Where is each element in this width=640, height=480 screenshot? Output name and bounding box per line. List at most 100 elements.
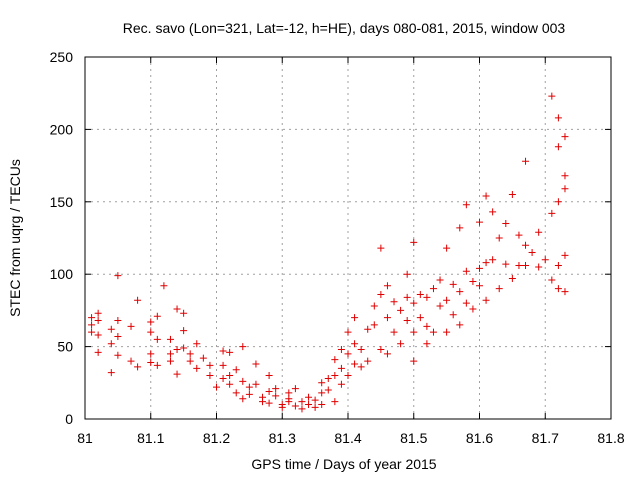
data-point — [206, 361, 214, 369]
data-point — [390, 328, 398, 336]
data-point — [390, 298, 398, 306]
data-point — [476, 282, 483, 290]
data-point — [127, 357, 135, 365]
data-point — [180, 344, 188, 352]
data-point — [423, 340, 431, 348]
y-axis-title: STEC from uqrg / TECUs — [7, 159, 23, 317]
chart-title: Rec. savo (Lon=321, Lat=-12, h=HE), days… — [123, 20, 566, 36]
data-point — [351, 340, 359, 348]
data-point — [403, 293, 411, 301]
data-point — [153, 361, 161, 369]
data-point — [344, 350, 352, 358]
data-point — [278, 403, 286, 411]
data-point — [94, 309, 102, 317]
data-point — [107, 340, 115, 348]
data-point — [285, 398, 293, 406]
data-point — [153, 312, 161, 320]
data-point — [383, 350, 391, 358]
data-point — [318, 389, 326, 397]
data-point — [318, 401, 326, 409]
data-point — [469, 277, 477, 285]
data-point — [331, 356, 339, 364]
data-point — [554, 114, 562, 122]
data-point — [397, 306, 405, 314]
data-point — [206, 372, 214, 380]
data-point — [147, 318, 155, 326]
data-point — [173, 345, 181, 353]
x-tick-labels: 81 81.1 81.2 81.3 81.4 81.5 81.6 81.7 81.8 — [77, 430, 625, 446]
data-point — [436, 276, 444, 284]
data-point — [265, 387, 273, 395]
data-point — [344, 372, 352, 380]
axis-ticks — [84, 56, 612, 420]
data-point — [331, 372, 339, 380]
data-point — [482, 192, 490, 200]
data-point — [495, 285, 503, 293]
data-point — [410, 357, 418, 365]
data-point — [239, 395, 247, 403]
data-point — [272, 392, 280, 400]
data-point — [502, 260, 510, 268]
data-point — [403, 270, 411, 278]
data-point — [291, 402, 299, 410]
data-point — [495, 234, 503, 242]
y-tick-label: 150 — [50, 194, 74, 210]
data-point — [219, 361, 227, 369]
data-point — [561, 288, 569, 296]
data-point — [528, 248, 536, 256]
data-point — [364, 357, 372, 365]
data-point — [423, 322, 431, 330]
data-point — [515, 231, 523, 239]
data-point — [469, 305, 477, 313]
grid-lines — [85, 57, 611, 419]
data-point — [219, 374, 227, 382]
data-point — [318, 379, 326, 387]
data-point — [166, 350, 174, 358]
data-point — [502, 220, 510, 228]
x-tick-label: 81.3 — [269, 430, 296, 446]
data-point — [337, 380, 345, 388]
data-point — [554, 262, 562, 270]
data-point — [429, 285, 437, 293]
data-point — [476, 218, 483, 226]
data-point — [377, 244, 385, 252]
x-tick-label: 81.8 — [597, 430, 624, 446]
data-point — [410, 328, 418, 336]
data-point — [239, 343, 247, 351]
data-point — [272, 385, 280, 393]
data-point — [305, 393, 313, 401]
y-tick-label: 100 — [50, 266, 74, 282]
data-point — [180, 309, 188, 317]
data-point — [357, 345, 365, 353]
data-point — [456, 288, 464, 296]
data-point — [147, 359, 155, 367]
data-point — [443, 244, 451, 252]
data-point — [357, 363, 365, 371]
data-point — [114, 272, 122, 280]
data-point — [94, 317, 102, 325]
data-point — [554, 143, 562, 151]
data-point — [298, 398, 306, 406]
x-tick-label: 81.1 — [137, 430, 164, 446]
data-point — [245, 390, 253, 398]
data-point — [554, 285, 562, 293]
data-point — [535, 263, 543, 271]
data-point — [324, 374, 332, 382]
data-point — [245, 383, 253, 391]
data-point — [416, 290, 424, 298]
data-point — [252, 380, 260, 388]
data-point — [311, 403, 319, 411]
data-point — [522, 241, 530, 249]
data-point — [265, 399, 273, 407]
data-point — [482, 259, 490, 267]
data-point — [94, 331, 102, 339]
data-point — [436, 302, 444, 310]
data-point — [88, 314, 96, 322]
y-tick-label: 250 — [50, 49, 74, 65]
data-point — [226, 372, 234, 380]
data-point — [522, 262, 530, 270]
x-tick-label: 81.6 — [466, 430, 493, 446]
data-point — [535, 228, 543, 236]
data-point — [134, 296, 142, 304]
